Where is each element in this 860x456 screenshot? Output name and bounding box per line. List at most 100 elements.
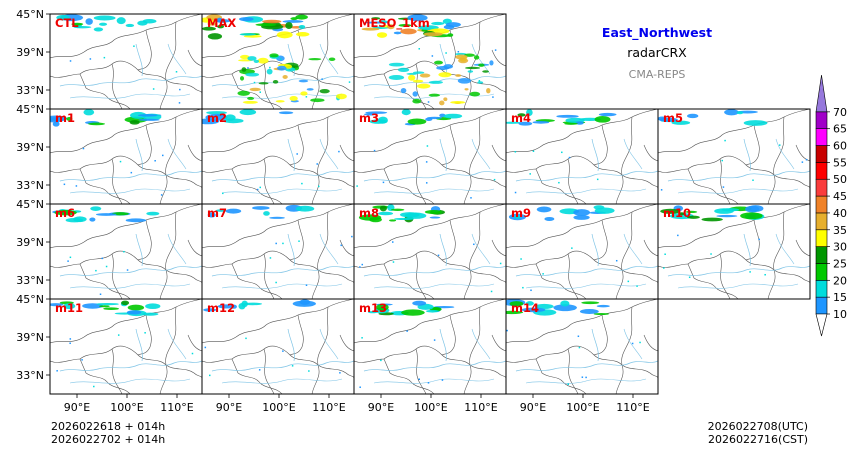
colorbar-swatch (815, 229, 828, 247)
radar-echo (351, 235, 353, 238)
lat-tick-label: 39°N (16, 141, 44, 154)
colorbar-under-arrow (815, 313, 828, 337)
radar-echo (191, 352, 194, 355)
radar-echo (388, 74, 405, 81)
radar-echo (305, 96, 308, 98)
radar-echo (443, 113, 463, 119)
radar-echo (473, 55, 480, 60)
radar-echo (687, 215, 700, 219)
radar-echo (206, 111, 227, 115)
radar-echo (328, 57, 336, 62)
radar-echo (573, 215, 590, 220)
lon-tick-label: 90°E (64, 401, 90, 414)
radar-echo (203, 308, 217, 312)
panel-label: MAX (207, 16, 236, 30)
radar-echo (660, 189, 663, 191)
radar-echo (450, 100, 466, 104)
radar-echo (406, 330, 408, 332)
radar-echo (306, 88, 314, 91)
colorbar-swatch (815, 178, 828, 197)
lon-tick-label: 100°E (262, 401, 295, 414)
radar-echo (278, 111, 294, 115)
lat-tick-label: 39°N (16, 236, 44, 249)
radar-echo (116, 17, 126, 25)
radar-echo (594, 116, 611, 123)
radar-echo (465, 66, 481, 70)
radar-echo (431, 21, 445, 26)
radar-echo (686, 113, 699, 119)
map-panel: m4 (505, 108, 659, 205)
radar-echo (162, 154, 164, 157)
radar-echo (133, 45, 135, 47)
lat-tick-label: 33°N (16, 84, 44, 97)
radar-echo (671, 120, 691, 125)
radar-echo (239, 17, 254, 22)
lat-tick-label: 45°N (16, 198, 44, 211)
radar-echo (300, 91, 308, 96)
radar-echo (338, 150, 340, 153)
radar-echo (259, 186, 262, 189)
radar-echo (298, 25, 306, 30)
radar-echo (222, 192, 224, 195)
colorbar: 10 15 20 25 30 35 40 45 50 55 60 65 70 (815, 74, 847, 337)
radar-echo (418, 378, 421, 380)
radar-echo (394, 217, 415, 221)
colorbar-level-label: 60 (833, 140, 847, 153)
radar-echo (277, 65, 287, 71)
radar-echo (467, 70, 474, 73)
radar-echo (489, 60, 494, 66)
variable-title: radarCRX (627, 45, 687, 60)
radar-echo (688, 276, 691, 279)
radar-echo (544, 216, 555, 221)
radar-echo (805, 158, 808, 161)
radar-echo (581, 376, 584, 378)
radar-echo (83, 109, 95, 116)
radar-echo (425, 182, 428, 184)
radar-echo (596, 178, 599, 181)
radar-echo (575, 121, 584, 125)
radar-echo (138, 118, 160, 121)
colorbar-swatch (815, 195, 828, 214)
radar-echo (525, 301, 534, 306)
radar-echo (455, 54, 468, 60)
radar-echo (371, 17, 381, 20)
radar-echo (96, 302, 119, 306)
radar-echo (434, 60, 443, 65)
radar-echo (399, 212, 420, 218)
radar-echo (389, 219, 397, 222)
radar-echo (99, 22, 108, 26)
radar-echo (257, 57, 269, 64)
radar-echo (412, 91, 418, 97)
radar-echo (308, 58, 322, 61)
radar-echo (291, 365, 294, 367)
colorbar-level-label: 15 (833, 291, 847, 304)
radar-echo (295, 32, 310, 37)
radar-echo (54, 209, 77, 216)
radar-echo (553, 304, 577, 312)
lat-tick-label: 39°N (16, 331, 44, 344)
colorbar-level-label: 20 (833, 274, 847, 287)
radar-echo (88, 122, 106, 126)
radar-echo (743, 120, 768, 126)
radar-echo (179, 88, 181, 91)
radar-echo (571, 247, 573, 249)
colorbar-level-label: 35 (833, 224, 847, 237)
panel-label: MESO_1km (359, 16, 430, 31)
colorbar-level-label: 30 (833, 241, 847, 254)
radar-echo (217, 304, 235, 309)
colorbar-level-label: 25 (833, 257, 847, 270)
radar-echo (532, 121, 550, 124)
radar-echo (340, 244, 342, 247)
radar-echo (532, 150, 535, 152)
lon-tick-label: 110°E (616, 401, 649, 414)
radar-echo (598, 112, 617, 117)
radar-echo (69, 338, 72, 340)
radar-echo (103, 56, 106, 59)
radar-echo (585, 376, 587, 379)
radar-echo (361, 263, 364, 266)
radar-echo (316, 163, 318, 165)
panel-grid: CTL MAX MESO_1km m1 m2 m3 m4 m5 m6 m7 m8 m9 m10 m11 m1… (16, 8, 811, 414)
radar-echo (75, 185, 78, 187)
radar-echo (207, 22, 218, 26)
radar-echo (258, 369, 261, 371)
